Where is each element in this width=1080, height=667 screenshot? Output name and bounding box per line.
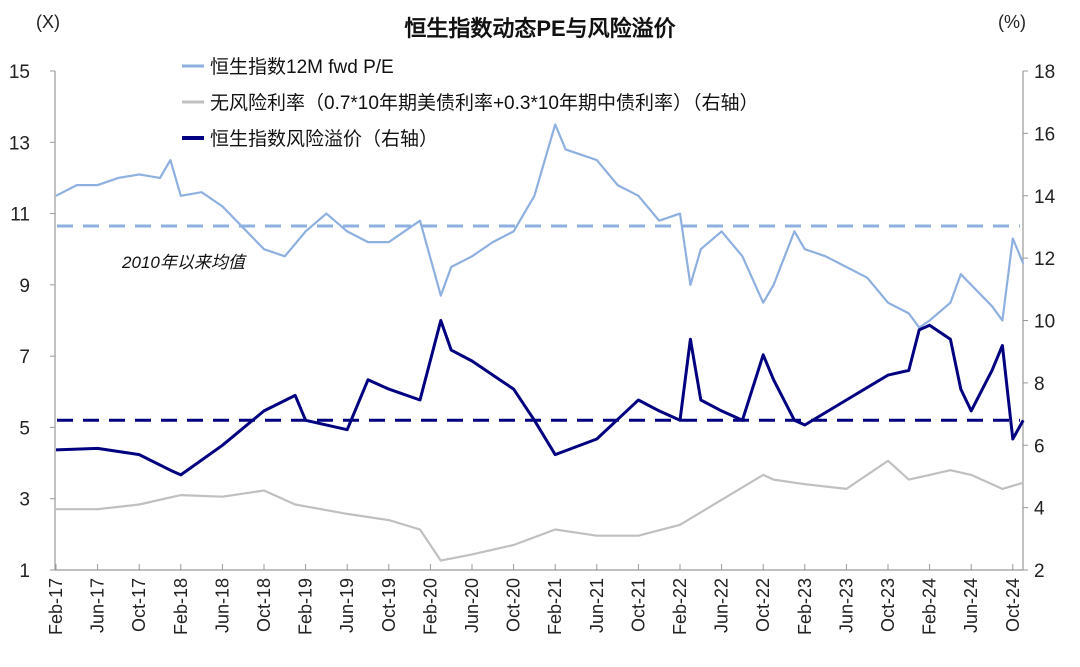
right-tick-label: 18 [1034, 62, 1055, 83]
right-tick-label: 14 [1034, 187, 1056, 208]
x-tick-label: Jun-22 [712, 578, 732, 633]
x-tick-label: Feb-20 [420, 578, 440, 635]
x-tick-label: Oct-17 [129, 578, 149, 632]
series-line [56, 321, 1023, 475]
x-tick-label: Feb-17 [46, 578, 66, 635]
chart-title: 恒生指数动态PE与风险溢价 [404, 16, 676, 41]
x-tick-label: Feb-23 [795, 578, 815, 635]
x-tick-label: Feb-24 [920, 578, 940, 635]
x-tick-label: Jun-17 [88, 578, 108, 633]
x-tick-label: Oct-24 [1003, 578, 1023, 632]
left-tick-label: 1 [19, 561, 30, 582]
x-tick-label: Oct-18 [254, 578, 274, 632]
x-tick-label: Feb-18 [171, 578, 191, 635]
right-tick-label: 6 [1034, 436, 1045, 457]
left-tick-label: 9 [19, 276, 30, 297]
x-tick-label: Oct-23 [878, 578, 898, 632]
x-tick-label: Feb-21 [545, 578, 565, 635]
x-tick-label: Oct-21 [628, 578, 648, 632]
right-tick-label: 8 [1034, 374, 1045, 395]
right-tick-label: 2 [1034, 561, 1045, 582]
x-tick-label: Jun-19 [337, 578, 357, 633]
x-tick-label: Jun-20 [462, 578, 482, 633]
right-tick-label: 12 [1034, 249, 1055, 270]
legend-label: 恒生指数12M fwd P/E [210, 56, 394, 78]
left-axis-unit: (X) [36, 12, 60, 32]
right-tick-label: 4 [1034, 499, 1045, 520]
x-tick-label: Jun-24 [961, 578, 981, 633]
x-tick-label: Jun-23 [836, 578, 856, 633]
left-tick-label: 3 [19, 490, 30, 511]
x-tick-label: Oct-20 [504, 578, 524, 632]
legend: 恒生指数12M fwd P/E 无风险利率（0.7*10年期美债利率+0.3*10… [182, 56, 758, 150]
x-tick-label: Jun-21 [587, 578, 607, 633]
right-axis-unit: (%) [998, 12, 1026, 32]
left-tick-label: 5 [19, 418, 30, 439]
left-tick-label: 7 [19, 347, 30, 368]
left-tick-label: 13 [9, 133, 30, 154]
series-line [56, 461, 1023, 561]
x-tick-label: Feb-19 [296, 578, 316, 635]
left-tick-label: 11 [10, 205, 30, 226]
left-tick-label: 15 [9, 62, 30, 83]
legend-label: 恒生指数风险溢价（右轴） [210, 128, 438, 150]
mean-annotation: 2010年以来均值 [121, 253, 247, 272]
right-tick-label: 10 [1034, 312, 1055, 333]
right-tick-label: 16 [1034, 124, 1055, 145]
x-tick-label: Feb-22 [670, 578, 690, 635]
x-tick-label: Jun-18 [212, 578, 232, 633]
x-tick-label: Oct-19 [379, 578, 399, 632]
legend-label: 无风险利率（0.7*10年期美债利率+0.3*10年期中债利率）（右轴） [210, 92, 758, 114]
x-tick-label: Oct-22 [753, 578, 773, 632]
